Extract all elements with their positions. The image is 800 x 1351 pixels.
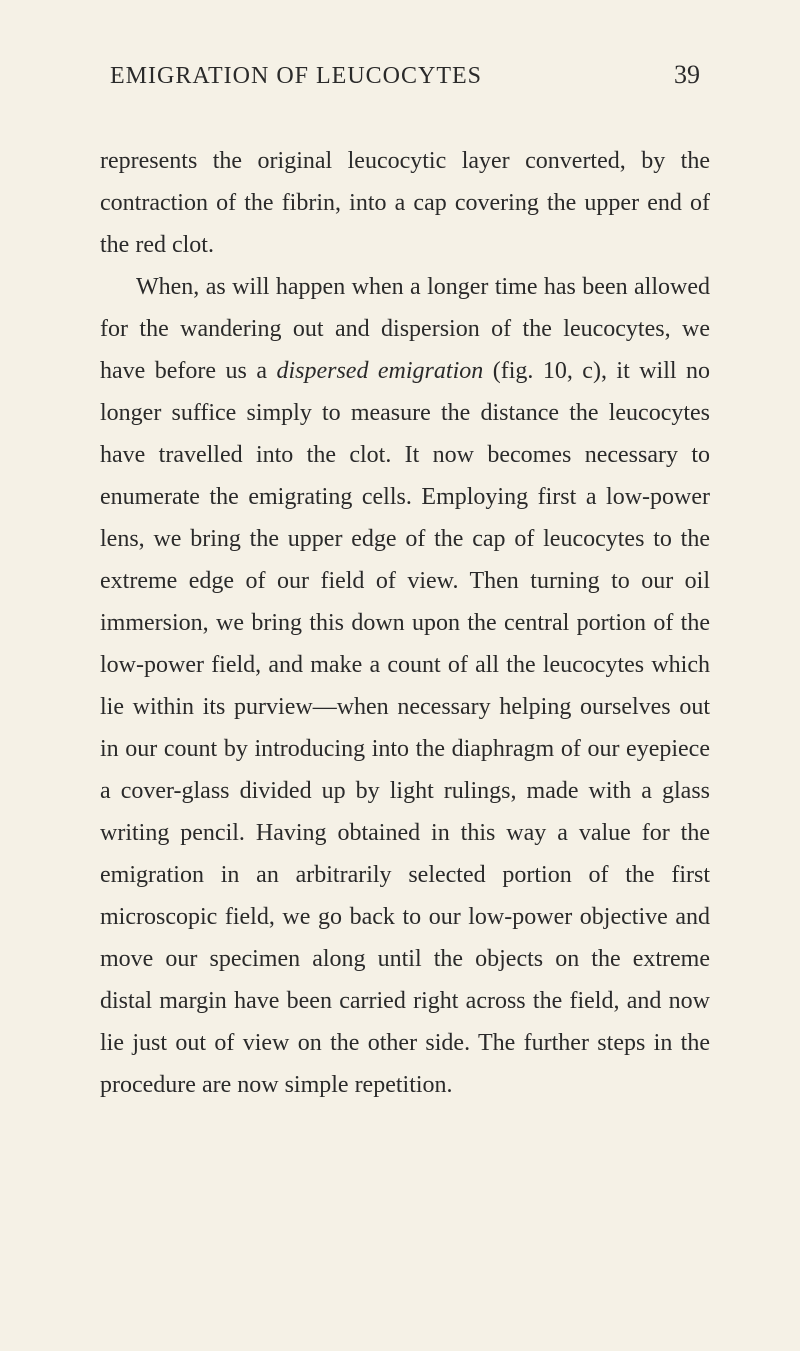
body-text: represents the original leucocytic layer…: [100, 140, 710, 1106]
italic-text: dispersed emigration: [276, 358, 483, 384]
page-header: EMIGRATION OF LEUCOCYTES 39: [100, 60, 710, 90]
page-number: 39: [674, 60, 700, 90]
running-title: EMIGRATION OF LEUCOCYTES: [110, 63, 482, 90]
paragraph-1: represents the original leucocytic layer…: [100, 140, 710, 266]
body-text-segment: (fig. 10, c), it will no longer suffice …: [100, 358, 710, 1098]
paragraph-2: When, as will happen when a longer time …: [100, 266, 710, 1106]
body-text-segment: represents the original leucocytic layer…: [100, 148, 710, 258]
